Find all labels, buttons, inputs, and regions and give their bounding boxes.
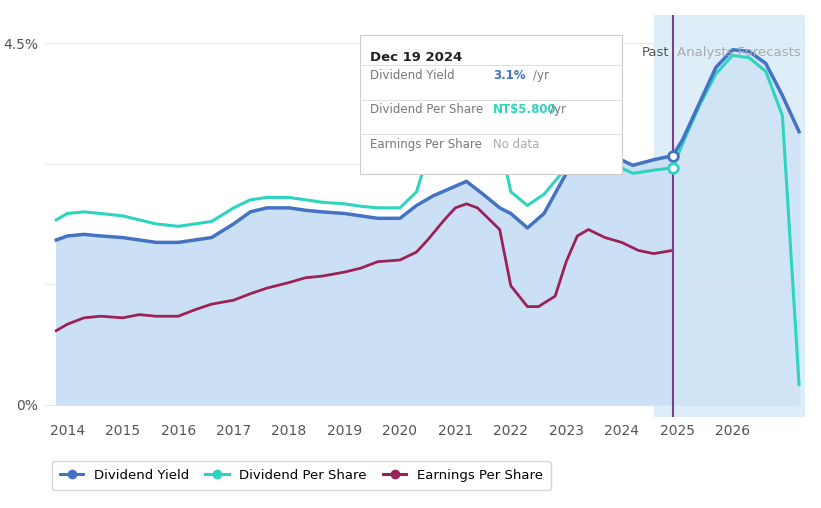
Text: Dividend Per Share: Dividend Per Share [370,103,484,116]
Text: Earnings Per Share: Earnings Per Share [370,138,482,151]
Bar [654,15,805,417]
Text: 3.1%: 3.1% [493,69,525,82]
Text: Dec 19 2024: Dec 19 2024 [370,51,462,64]
Text: Analysts Forecasts: Analysts Forecasts [677,46,800,59]
Text: /yr: /yr [533,69,548,82]
Text: Dividend Yield: Dividend Yield [370,69,455,82]
Legend: Dividend Yield, Dividend Per Share, Earnings Per Share: Dividend Yield, Dividend Per Share, Earn… [52,461,551,490]
Text: Past: Past [642,46,669,59]
Text: /yr: /yr [550,103,566,116]
Text: No data: No data [493,138,539,151]
Text: NT$5.800: NT$5.800 [493,103,557,116]
FancyBboxPatch shape [360,36,622,174]
